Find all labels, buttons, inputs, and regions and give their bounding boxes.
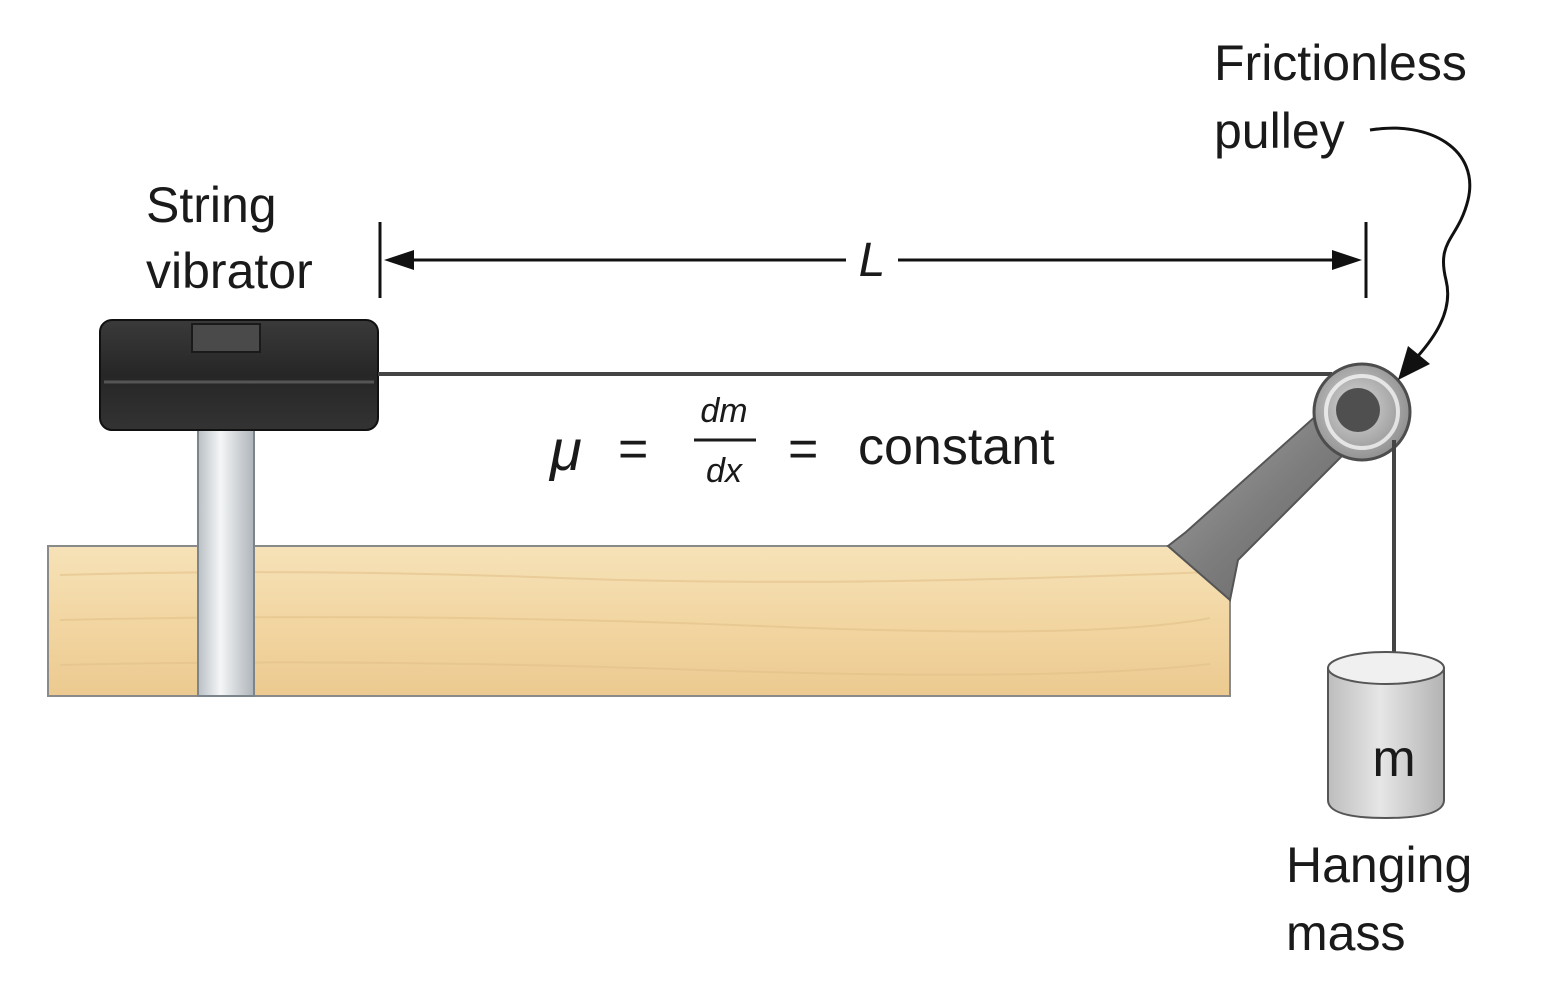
pulley-label-line1: Frictionless [1214,35,1467,91]
mass-symbol: m [1372,730,1415,788]
hanging-label-line2: mass [1286,905,1405,961]
string-vibrator [99,319,379,431]
length-label: L [859,234,886,287]
equation-equals-1: = [618,420,648,478]
equation-numerator: dm [700,392,747,430]
hanging-mass-cylinder [1327,651,1445,820]
equation-equals-2: = [788,420,818,478]
vibrator-label-line1: String [146,177,277,233]
equation-mu: μ [548,418,582,483]
equation-constant: constant [858,418,1055,476]
equation-denominator: dx [706,452,743,490]
hanging-label-line1: Hanging [1286,837,1472,893]
pulley-label-line2: pulley [1214,103,1345,159]
linear-density-equation: μ = dm dx = constant [548,392,1055,490]
length-dimension [378,222,1368,298]
frictionless-pulley [1312,362,1412,462]
vibrator-label-line2: vibrator [146,243,313,299]
pulley-pointer-arrow [1369,126,1472,380]
